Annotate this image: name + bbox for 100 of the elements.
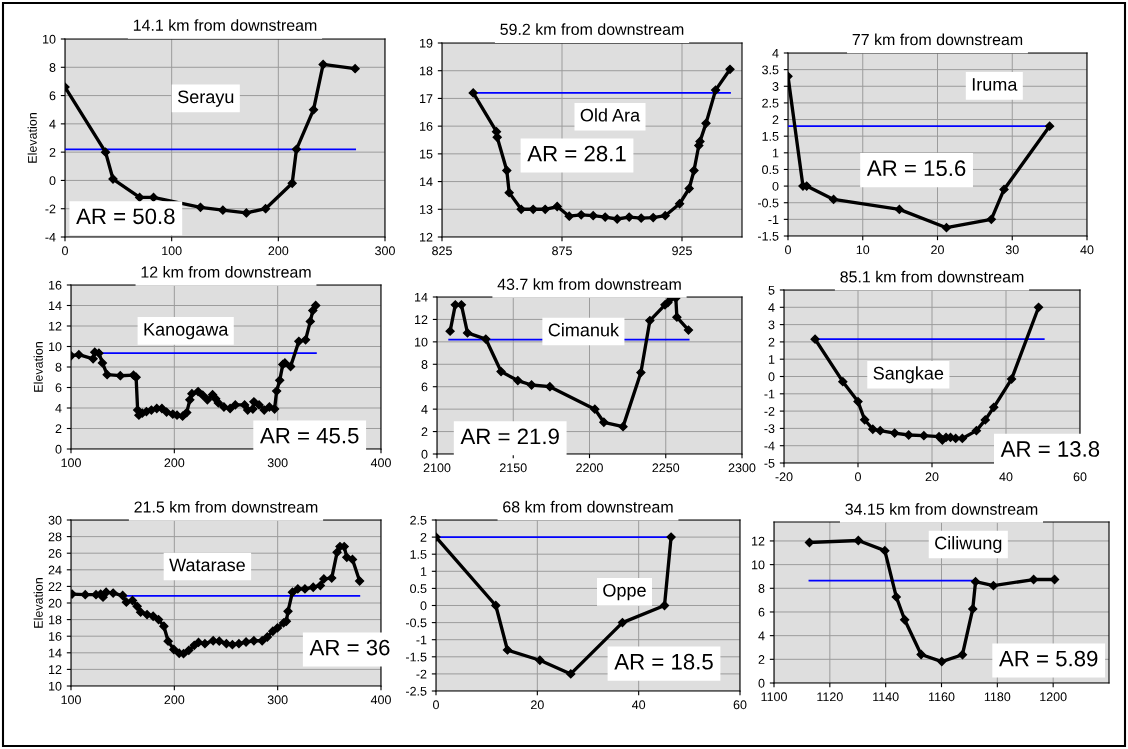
y-tick-label: 10 [49,681,62,691]
y-tick-label: 18 [420,66,433,76]
y-tick-label: 8 [758,584,765,593]
x-tick-label: 30 [1005,245,1019,255]
x-tick-label: 100 [61,458,81,468]
y-tick-label: 0.5 [410,584,427,594]
x-tick-label: 875 [552,246,572,256]
x-tick-label: 40 [1080,245,1094,255]
annotation: AR = 50.8 [76,208,175,225]
annotation: AR = 5.89 [999,650,1098,667]
chart-title: 14.1 km from downstream [133,19,317,31]
y-tick-label: 0 [49,176,56,186]
y-tick-label: 2.5 [410,515,427,525]
chart-title: 68 km from downstream [503,500,673,513]
y-tick-label: 26 [48,549,62,558]
y-tick-label: -2 [45,204,56,214]
x-tick-label: 2150 [499,463,527,473]
y-tick-label: 24 [48,565,62,575]
y-tick-label: -3 [764,424,775,434]
x-tick-label: 20 [531,700,544,710]
y-tick-label: 10 [415,337,428,347]
y-tick-label: 16 [49,632,62,641]
x-tick-label: 1160 [929,692,955,702]
y-tick-label: 2 [772,115,779,125]
y-tick-label: -1 [768,215,779,224]
y-tick-label: 10 [49,342,62,352]
annotation: AR = 15.6 [866,160,966,177]
y-tick-label: 2 [758,655,765,664]
annotation: Iruma [972,78,1018,91]
x-tick-label: 2300 [728,463,756,473]
chart-title: 21.5 km from downstream [134,500,318,513]
y-tick-label: 12 [420,232,433,242]
y-tick-label: -2 [764,406,775,416]
y-tick-label: 0 [772,181,779,191]
x-tick-label: 300 [267,458,288,468]
y-tick-label: 15 [420,149,433,159]
y-tick-label: 17 [420,94,433,103]
y-tick-label: 0 [768,372,775,382]
y-tick-label: 12 [49,321,62,331]
y-tick-label: 28 [48,532,62,542]
y-tick-label: 16 [420,121,433,131]
y-tick-label: 4 [55,403,62,413]
y-tick-label: 2 [55,424,62,434]
annotation: AR = 36 [309,639,390,656]
annotation: Cimanuk [548,323,620,337]
y-tick-label: 2 [421,427,428,437]
x-tick-label: -20 [775,472,793,482]
y-tick-label: 14 [49,648,62,658]
x-tick-label: 100 [61,695,81,705]
x-tick-label: 0 [785,245,791,255]
y-tick-label: -4 [764,441,775,451]
annotation: AR = 28.1 [527,145,626,162]
y-tick-label: 2 [420,532,427,542]
chart-title: 59.2 km from downstream [500,23,684,35]
x-tick-label: 10 [856,245,870,255]
annotation: Serayu [178,90,234,107]
annotation: AR = 13.8 [1000,441,1100,457]
y-tick-label: 1.5 [410,550,427,559]
x-tick-label: 60 [1073,472,1087,482]
y-tick-label: 4 [772,48,779,58]
y-tick-label: -5 [764,458,775,468]
y-tick-label: 22 [48,582,62,591]
y-tick-label: 4 [421,405,428,414]
y-tick-label: 10 [752,560,765,570]
y-tick-label: 12 [415,315,428,324]
y-tick-label: 2 [49,147,56,157]
y-tick-label: 30 [48,515,62,525]
annotation: Sangkae [873,366,944,384]
y-tick-label: 4 [49,119,56,129]
x-tick-label: 1100 [761,692,787,702]
x-tick-label: 1180 [984,692,1011,702]
y-tick-label: 8 [49,63,56,72]
y-axis-title: Elevation [33,578,43,628]
y-tick-label: 2.5 [762,98,779,108]
y-tick-label: 6 [421,382,428,392]
annotation: AR = 21.9 [460,428,559,445]
y-tick-label: 8 [421,360,428,369]
x-tick-label: 1140 [873,692,899,702]
x-tick-label: 2100 [423,463,451,473]
y-tick-label: 0 [420,601,427,611]
x-tick-label: 300 [267,695,288,705]
y-tick-label: 1 [772,148,779,158]
y-tick-label: 6 [55,383,62,393]
y-axis-title: Elevation [33,342,43,392]
y-tick-label: 8 [55,362,62,372]
x-tick-label: 40 [999,472,1013,482]
annotation: Oppe [603,583,646,601]
y-tick-label: 4 [768,303,775,312]
x-tick-label: 400 [370,695,391,705]
y-tick-label: -0.5 [405,618,427,628]
x-tick-label: 400 [370,458,391,468]
y-tick-label: 3.5 [762,65,779,75]
annotation: Ciliwung [935,536,1002,553]
x-tick-label: 100 [162,246,182,256]
y-tick-label: -1 [416,635,427,645]
y-tick-label: 13 [420,205,433,214]
annotation: AR = 45.5 [260,427,359,444]
y-tick-label: 6 [758,607,765,617]
x-tick-label: 60 [733,700,747,710]
y-tick-label: 14 [415,292,428,302]
